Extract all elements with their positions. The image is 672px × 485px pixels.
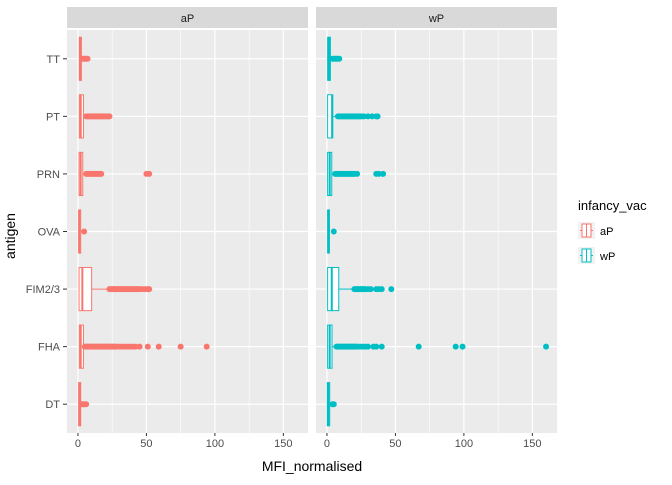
box-DT xyxy=(78,382,90,427)
outlier-point xyxy=(83,401,90,408)
outlier-point xyxy=(365,113,372,120)
x-tick-label: 100 xyxy=(206,438,224,450)
x-tick-label: 0 xyxy=(75,438,81,450)
outlier-point xyxy=(388,286,395,293)
y-tick-label: OVA xyxy=(38,227,61,239)
x-tick-label: 150 xyxy=(274,438,292,450)
legend: infancy_vac aP wP xyxy=(578,198,647,264)
outlier-point xyxy=(132,343,139,350)
outlier-point xyxy=(330,401,337,408)
x-tick-label: 50 xyxy=(389,438,401,450)
box-FHA xyxy=(78,324,210,369)
outlier-point xyxy=(375,170,382,177)
box-PRN xyxy=(78,151,153,197)
y-tick-label: FIM2/3 xyxy=(26,284,60,296)
box-PT xyxy=(78,94,113,139)
x-tick-label: 100 xyxy=(455,438,473,450)
outlier-point xyxy=(81,228,88,235)
outlier-point xyxy=(367,286,374,293)
outlier-point xyxy=(144,343,151,350)
outlier-point xyxy=(106,113,113,120)
outlier-point xyxy=(146,286,153,293)
legend-item-aP: aP xyxy=(578,222,613,239)
outlier-point xyxy=(155,343,162,350)
outlier-point xyxy=(336,55,343,62)
y-tick-label: DT xyxy=(45,399,60,411)
y-tick-label: PT xyxy=(46,111,60,123)
box-TT xyxy=(78,36,91,81)
x-tick-label: 50 xyxy=(140,438,152,450)
facet-panel-aP: aP 0 50 100 150 xyxy=(67,7,308,450)
outlier-point xyxy=(203,343,210,350)
y-tick-label: FHA xyxy=(38,342,61,354)
box xyxy=(78,266,93,312)
outlier-point xyxy=(378,343,385,350)
y-tick-label: PRN xyxy=(37,169,60,181)
y-tick-label: TT xyxy=(47,54,61,66)
legend-label: wP xyxy=(599,251,615,263)
outlier-point xyxy=(354,170,361,177)
outlier-point xyxy=(380,170,387,177)
box-TT xyxy=(327,36,343,81)
outlier-point xyxy=(365,343,372,350)
facet-panel-wP: wP 0 50 100 150 xyxy=(316,7,557,450)
legend-title: infancy_vac xyxy=(578,198,647,213)
box-PT xyxy=(327,94,381,139)
legend-item-wP: wP xyxy=(578,247,615,264)
outlier-point xyxy=(378,286,385,293)
facet-strip-label: aP xyxy=(181,13,194,25)
outlier-point xyxy=(360,113,367,120)
box-FIM2/3 xyxy=(78,266,153,312)
box-PRN xyxy=(327,151,387,197)
outlier-point xyxy=(177,343,184,350)
facet-strip-label: wP xyxy=(428,13,444,25)
box-FHA xyxy=(327,324,550,369)
outlier-point xyxy=(459,343,466,350)
facet-strip xyxy=(316,7,557,28)
box-OVA xyxy=(78,209,88,254)
x-tick-label: 150 xyxy=(523,438,541,450)
outlier-point xyxy=(415,343,422,350)
facet-strip xyxy=(67,7,308,28)
box xyxy=(327,266,340,312)
outlier-point xyxy=(373,343,380,350)
outlier-point xyxy=(98,170,105,177)
outlier-point xyxy=(330,228,337,235)
outlier-point xyxy=(374,113,381,120)
legend-label: aP xyxy=(600,226,613,238)
box-DT xyxy=(326,382,337,427)
x-axis-title: MFI_normalised xyxy=(262,458,362,474)
outlier-point xyxy=(146,170,153,177)
outlier-point xyxy=(543,343,550,350)
box-OVA xyxy=(327,209,337,254)
outlier-point xyxy=(452,343,459,350)
x-tick-label: 0 xyxy=(324,438,330,450)
outlier-point xyxy=(136,343,143,350)
box-FIM2/3 xyxy=(327,266,395,312)
y-axis-title: antigen xyxy=(2,213,18,259)
outlier-point xyxy=(369,113,376,120)
outlier-point xyxy=(84,55,91,62)
